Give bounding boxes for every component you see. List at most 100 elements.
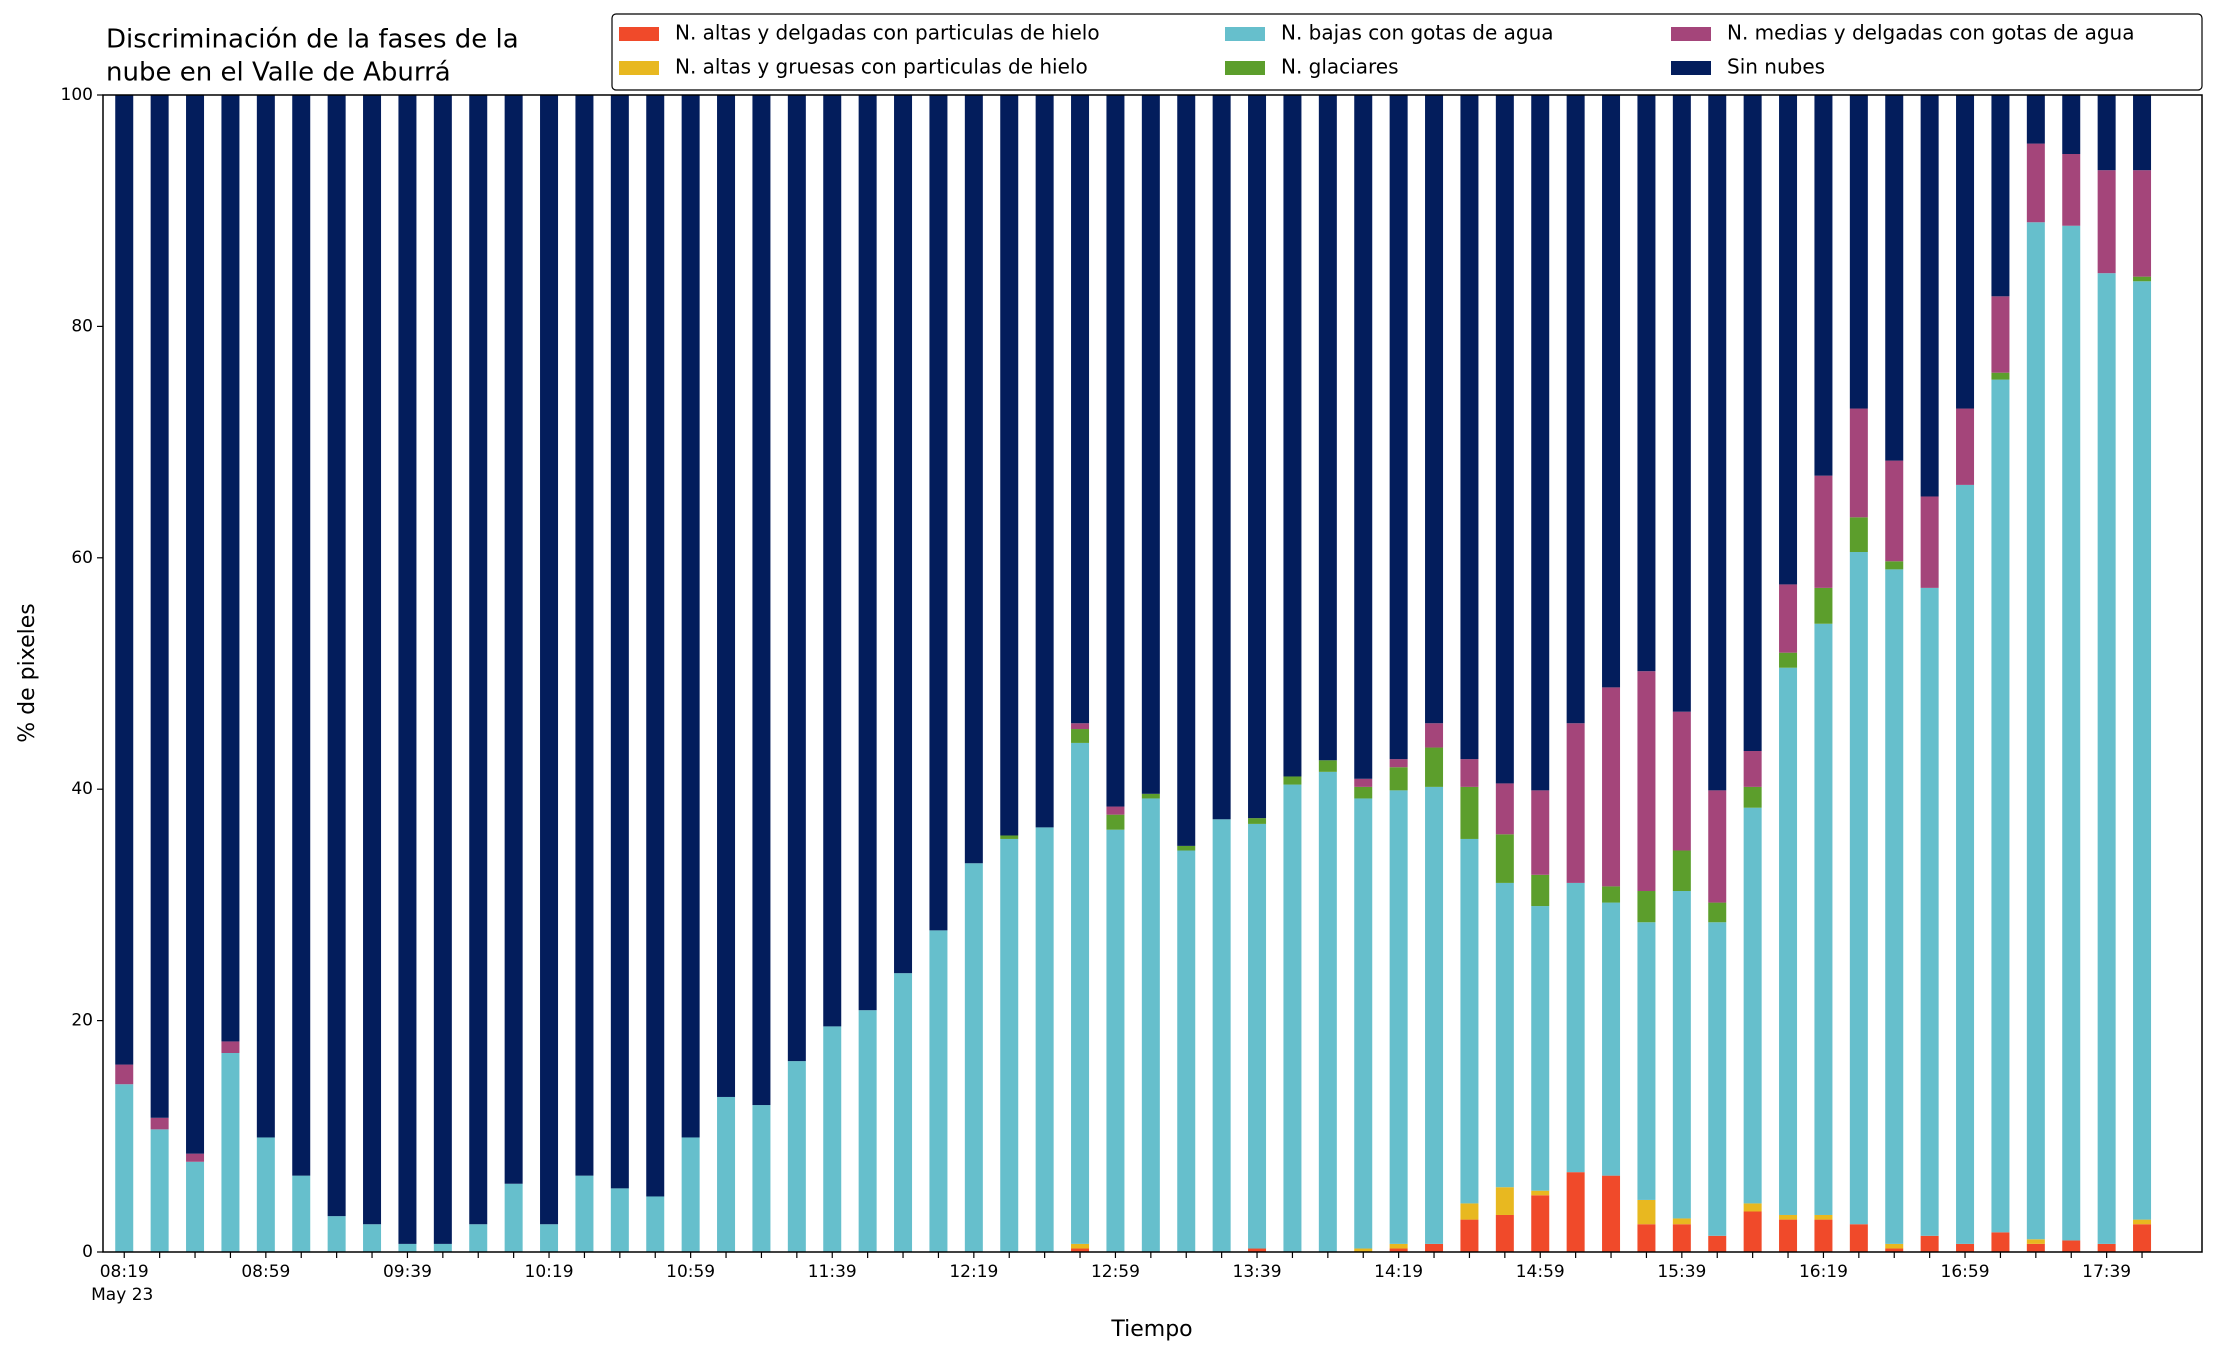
bar-segment — [1212, 95, 1231, 820]
bar-segment — [929, 95, 948, 931]
bar-segment — [186, 1161, 205, 1252]
bar-segment — [610, 95, 629, 1189]
bar-segment — [1425, 1243, 1444, 1252]
bar-segment — [504, 1183, 523, 1252]
bar-segment — [363, 1224, 382, 1252]
bar-segment — [433, 95, 452, 1244]
legend-label: N. bajas con gotas de agua — [1281, 21, 1554, 45]
bar-segment — [1495, 834, 1514, 883]
bar-segment — [1495, 882, 1514, 1188]
legend-box — [611, 13, 2203, 91]
bar-segment — [1779, 667, 1798, 1215]
bar-segment — [2062, 1240, 2081, 1252]
bar-segment — [1000, 838, 1019, 1252]
bar-segment — [823, 95, 842, 1027]
bar-segment — [327, 95, 346, 1217]
bar-segment — [1566, 882, 1585, 1173]
bar-segment — [1071, 723, 1090, 730]
bar-segment — [575, 95, 594, 1176]
bar-segment — [1106, 95, 1125, 807]
bar-segment — [1814, 587, 1833, 624]
bar-segment — [1672, 850, 1691, 892]
bar-segment — [2026, 143, 2045, 223]
bar-segment — [186, 95, 205, 1154]
legend-label: N. altas y delgadas con particulas de hi… — [675, 21, 1100, 45]
bar-segment — [150, 1117, 169, 1130]
bar-segment — [1035, 827, 1054, 1252]
bar-segment — [1495, 1214, 1514, 1252]
bar-segment — [1318, 771, 1337, 1252]
legend-label: N. altas y gruesas con particulas de hie… — [675, 55, 1088, 79]
y-axis-label: % de pixeles — [15, 603, 40, 742]
bar-segment — [327, 1216, 346, 1252]
bar-segment — [717, 1096, 736, 1252]
bar-segment — [292, 95, 311, 1176]
y-tick-label: 40 — [71, 779, 93, 799]
bar-segment — [256, 1137, 275, 1252]
bar-segment — [2133, 170, 2152, 277]
bar-segment — [1495, 95, 1514, 784]
bar-segment — [1248, 818, 1267, 824]
bar-segment — [1814, 95, 1833, 476]
bar-segment — [1248, 95, 1267, 819]
bar-segment — [1743, 95, 1762, 752]
bar-segment — [2062, 154, 2081, 226]
bar-segment — [1637, 1199, 1656, 1225]
bar-segment — [681, 95, 700, 1138]
bar-segment — [1141, 793, 1160, 799]
bar-segment — [1602, 1175, 1621, 1252]
x-tick-label: 12:59 — [1091, 1262, 1140, 1282]
bar-segment — [1566, 95, 1585, 724]
bar-segment — [1637, 1224, 1656, 1252]
bar-segment — [1743, 1211, 1762, 1252]
bar-segment — [1389, 95, 1408, 760]
bar-segment — [894, 973, 913, 1252]
bar-segment — [752, 1105, 771, 1252]
bar-segment — [1672, 1224, 1691, 1252]
bar-segment — [1814, 475, 1833, 588]
bar-segment — [1956, 408, 1975, 485]
bar-segment — [504, 95, 523, 1184]
bar-segment — [292, 1175, 311, 1252]
bar-segment — [1389, 767, 1408, 791]
bar-segment — [858, 95, 877, 1011]
bar-segment — [1849, 95, 1868, 409]
bar-segment — [1354, 1248, 1373, 1252]
bar-segment — [1248, 1248, 1267, 1252]
bar-segment — [398, 95, 417, 1244]
bar-segment — [433, 1243, 452, 1252]
bar-segment — [1495, 783, 1514, 835]
bar-segment — [1849, 552, 1868, 1225]
bar-segment — [150, 95, 169, 1118]
bar-segment — [1885, 561, 1904, 570]
legend-swatch — [1225, 27, 1265, 41]
bar-segment — [1425, 786, 1444, 1244]
bar-segment — [787, 95, 806, 1062]
x-tick-label: 13:39 — [1233, 1262, 1282, 1282]
bar-segment — [1389, 790, 1408, 1244]
bar-segment — [1991, 379, 2010, 1233]
bar-segment — [1708, 790, 1727, 903]
bar-segment — [1956, 484, 1975, 1244]
x-tick-label: 15:39 — [1657, 1262, 1706, 1282]
bar-segment — [1035, 95, 1054, 828]
bar-segment — [1672, 95, 1691, 712]
bar-segment — [1531, 874, 1550, 907]
x-tick-label: 17:39 — [2082, 1262, 2131, 1282]
bar-segment — [2062, 225, 2081, 1241]
bar-segment — [1956, 95, 1975, 409]
bar-segment — [1354, 778, 1373, 787]
bar-segment — [1071, 1248, 1090, 1252]
bar-segment — [1071, 742, 1090, 1244]
bar-segment — [1920, 95, 1939, 497]
bar-segment — [858, 1010, 877, 1252]
x-tick-label: 10:59 — [666, 1262, 715, 1282]
bar-segment — [1000, 835, 1019, 839]
x-tick-label: 10:19 — [525, 1262, 574, 1282]
bar-segment — [1602, 687, 1621, 887]
bar-segment — [575, 1175, 594, 1252]
bar-segment — [221, 1052, 240, 1252]
bar-segment — [1354, 798, 1373, 1249]
bar-segment — [115, 95, 134, 1065]
x-tick-label: 11:39 — [808, 1262, 857, 1282]
